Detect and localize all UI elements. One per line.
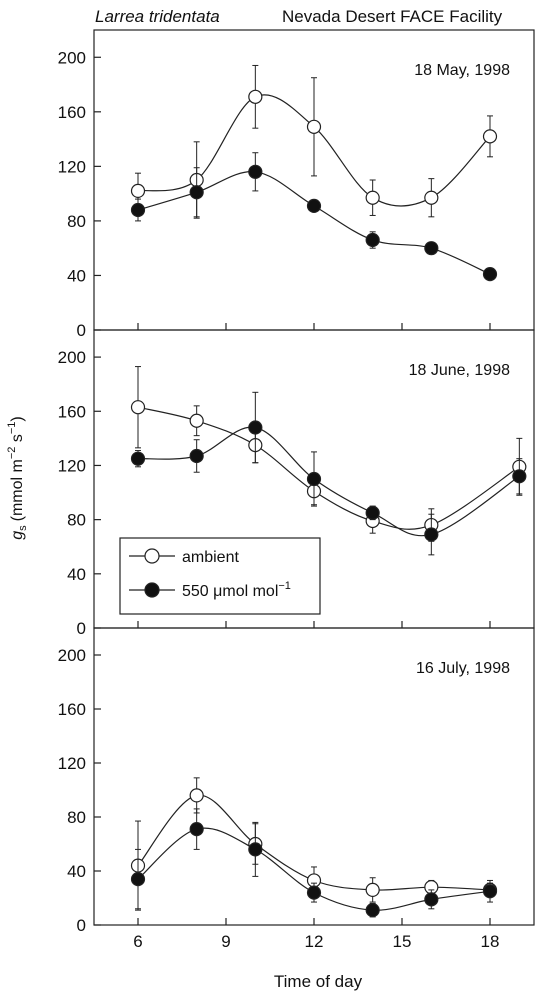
y-tick-label: 160 [58,103,86,122]
panel-title: 16 July, 1998 [416,660,510,677]
y-tick-label: 80 [67,511,86,530]
series-line [137,171,491,275]
x-tick-label: 9 [221,932,230,951]
legend: ambient 550 μmol mol−1 [119,537,321,615]
data-point [189,788,204,803]
data-point [365,232,380,248]
data-point [306,471,322,487]
x-tick-label: 15 [393,932,412,951]
legend-elevated-marker [144,582,160,598]
y-label-g: g [9,531,26,540]
y-tick-label: 0 [77,619,86,638]
data-point [365,903,380,918]
panel-1: 0 40 80 120 160 200 18 May, 1998 [58,29,535,340]
y-tick-label: 120 [58,157,86,176]
y-label-sub: s [17,525,29,531]
y-tick-label: 120 [58,754,86,773]
y-tick-label: 0 [77,916,86,935]
data-point [424,190,439,205]
data-point [130,451,146,466]
y-tick-label: 40 [67,266,86,285]
y-tick-label: 200 [58,48,86,67]
data-point [482,129,498,144]
y-tick-label: 160 [58,402,86,421]
data-point [482,884,498,899]
data-point [189,185,204,200]
panel-title: 18 May, 1998 [414,62,510,79]
panel-3: 0 40 80 120 160 200 6 9 12 15 18 16 July, 1998 [58,627,535,951]
data-point [424,241,439,256]
y-label-units: (mmol m [9,459,26,521]
data-point [365,882,380,898]
data-point [189,448,204,464]
data-point [130,202,146,218]
data-point [248,420,263,435]
y-label-exp2: −1 [6,422,18,435]
data-point [130,871,146,887]
data-point [306,885,322,900]
y-tick-label: 160 [58,700,86,719]
y-label-close: ) [9,416,26,421]
panel-2: 0 40 80 120 160 200 18 June, 1998 [58,329,535,638]
series-line [137,426,520,537]
y-axis-label: gs(mmol m−2 s−1) [6,416,29,540]
y-tick-label: 200 [58,646,86,665]
y-label-exp1: −2 [6,447,18,460]
data-point [365,505,380,520]
legend-elevated-text: 550 μmol mol [182,583,278,600]
data-point [424,527,439,542]
series-elevated [130,391,527,556]
legend-ambient-marker [144,548,160,564]
facility-title: Nevada Desert FACE Facility [282,7,503,26]
y-tick-label: 40 [67,565,86,584]
y-tick-label: 200 [58,348,86,367]
data-point [130,183,146,199]
y-tick-label: 120 [58,456,86,475]
y-tick-label: 80 [67,808,86,827]
x-axis-label: Time of day [274,972,363,991]
x-tick-label: 6 [133,932,142,951]
y-tick-label: 40 [67,862,86,881]
data-point [512,469,527,484]
data-point [189,413,204,428]
data-point [130,400,146,415]
data-point [248,842,263,857]
legend-elevated-label: 550 μmol mol−1 [182,580,291,600]
series-elevated [130,808,498,918]
x-tick-label: 12 [305,932,324,951]
data-point [424,892,439,907]
data-point [482,266,498,282]
y-tick-label: 0 [77,321,86,340]
species-title: Larrea tridentata [95,7,220,26]
data-point [248,89,263,104]
y-label-s: s [9,434,26,446]
y-tick-label: 80 [67,212,86,231]
data-point [306,198,322,214]
data-point [306,119,322,134]
legend-ambient-label: ambient [182,549,239,566]
data-point [248,164,263,179]
series-ambient [130,366,527,542]
data-point [365,190,380,205]
data-point [189,822,204,837]
series-elevated [130,152,498,282]
panel-title: 18 June, 1998 [409,362,511,379]
legend-elevated-exp: −1 [278,580,291,592]
x-tick-label: 18 [481,932,500,951]
